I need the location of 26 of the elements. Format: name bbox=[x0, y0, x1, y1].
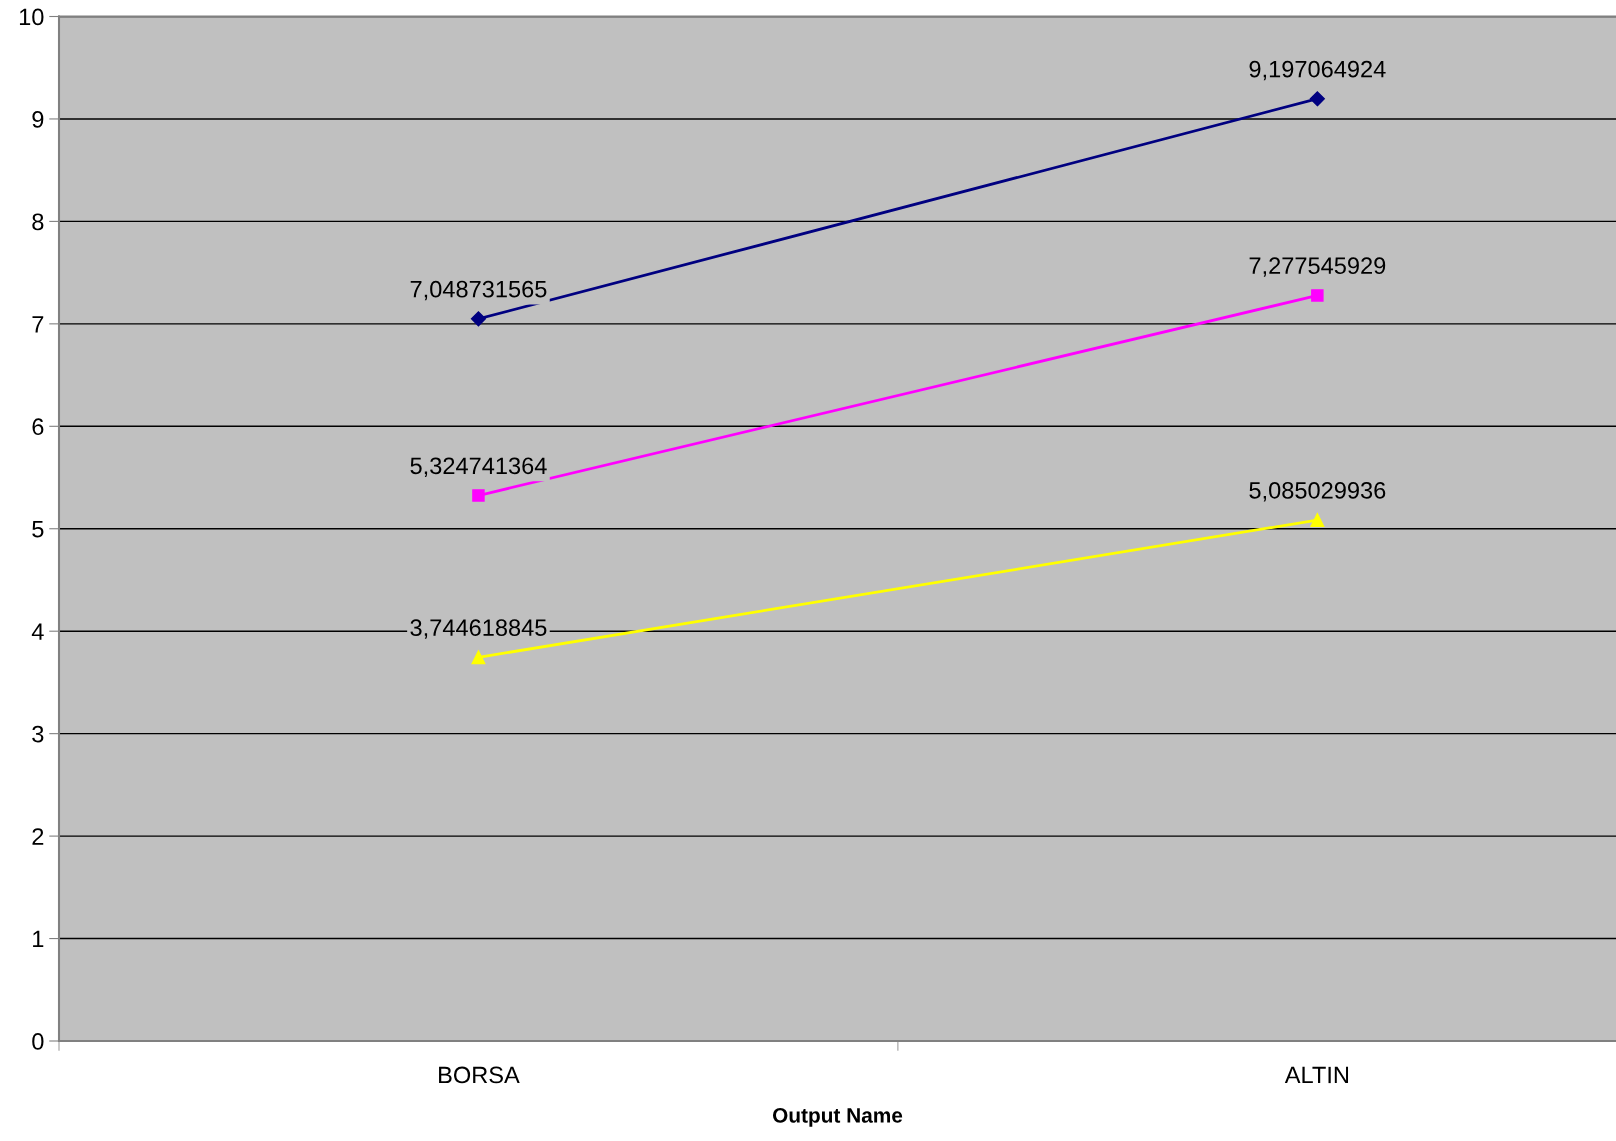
point bbox=[1309, 91, 1325, 107]
y-tick-label: 3 bbox=[32, 725, 44, 743]
data-label: 5,324741364 bbox=[410, 457, 547, 477]
y-tick-label: 7 bbox=[32, 316, 44, 333]
y-tick-label: 6 bbox=[32, 418, 44, 436]
point bbox=[472, 489, 485, 502]
point bbox=[1311, 289, 1324, 302]
y-tick-label: 8 bbox=[32, 213, 44, 231]
data-label: 3,744618845 bbox=[410, 619, 547, 639]
y-tick-label: 0 bbox=[32, 1033, 44, 1050]
point bbox=[471, 650, 486, 665]
y-tick-label: 1 bbox=[33, 930, 44, 948]
y-tick-label: 9 bbox=[32, 111, 44, 128]
point bbox=[470, 311, 487, 327]
data-label: 5,085029936 bbox=[1249, 481, 1386, 502]
x-tick-label: BORSA bbox=[439, 1066, 520, 1084]
y-tick-label: 4 bbox=[31, 623, 44, 640]
y-tick-label: 5 bbox=[32, 521, 44, 538]
data-label: 9,197064924 bbox=[1249, 60, 1386, 81]
x-tick-label: ALTIN bbox=[1284, 1066, 1349, 1084]
point bbox=[1310, 513, 1325, 527]
data-label: 7,048731565 bbox=[410, 280, 547, 301]
y-tick-label: 2 bbox=[32, 828, 44, 845]
y-tick-label: 10 bbox=[19, 8, 44, 26]
data-label: 7,277545929 bbox=[1249, 257, 1386, 277]
x-axis-title: Output Name bbox=[772, 1108, 903, 1127]
